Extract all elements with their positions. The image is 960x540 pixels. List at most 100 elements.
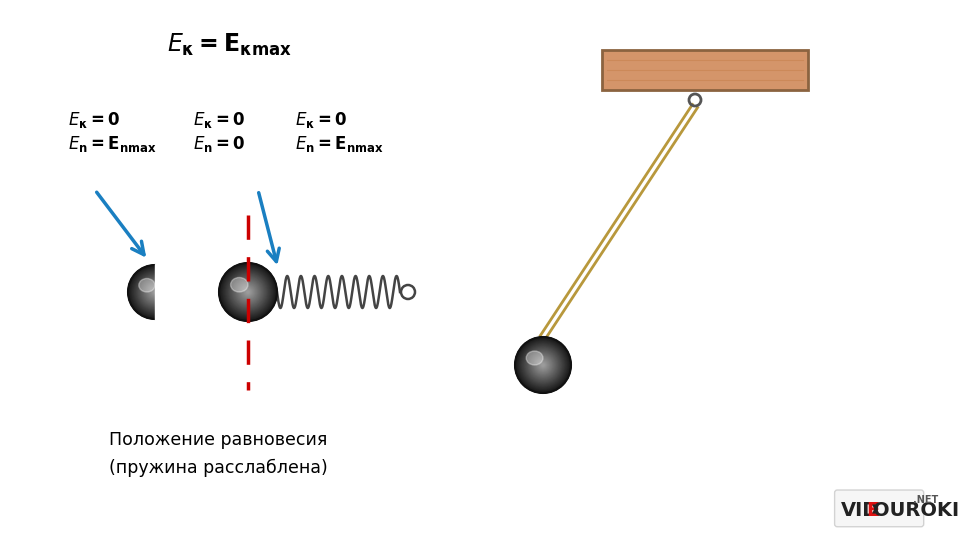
- Ellipse shape: [520, 342, 565, 387]
- Ellipse shape: [152, 288, 158, 295]
- Text: Положение равновесия: Положение равновесия: [108, 431, 327, 449]
- Ellipse shape: [542, 364, 544, 366]
- Text: OUROKI: OUROKI: [874, 501, 960, 519]
- Ellipse shape: [132, 269, 178, 314]
- Ellipse shape: [133, 271, 177, 314]
- Ellipse shape: [538, 360, 548, 370]
- Ellipse shape: [139, 279, 155, 292]
- Bar: [155, 264, 184, 320]
- Ellipse shape: [228, 272, 268, 312]
- Ellipse shape: [219, 263, 277, 321]
- Ellipse shape: [223, 267, 274, 317]
- Ellipse shape: [149, 286, 161, 298]
- Ellipse shape: [227, 271, 269, 313]
- Ellipse shape: [131, 268, 180, 316]
- Ellipse shape: [243, 287, 252, 297]
- Ellipse shape: [228, 273, 267, 312]
- Ellipse shape: [244, 288, 252, 296]
- Ellipse shape: [139, 276, 171, 308]
- Ellipse shape: [519, 342, 566, 388]
- Ellipse shape: [134, 271, 176, 313]
- Ellipse shape: [140, 278, 169, 306]
- Ellipse shape: [233, 278, 262, 307]
- Text: $\mathbf{\mathit{E}_{n}=0}$: $\mathbf{\mathit{E}_{n}=0}$: [193, 134, 246, 154]
- Ellipse shape: [525, 347, 561, 383]
- Ellipse shape: [146, 283, 164, 301]
- Ellipse shape: [237, 281, 258, 302]
- Ellipse shape: [535, 356, 551, 373]
- Ellipse shape: [516, 339, 569, 391]
- Ellipse shape: [240, 284, 255, 300]
- Ellipse shape: [136, 273, 174, 311]
- Ellipse shape: [523, 346, 563, 384]
- Ellipse shape: [132, 268, 179, 315]
- Text: $\mathbf{\mathit{E}_{n}=E_{nmax}}$: $\mathbf{\mathit{E}_{n}=E_{nmax}}$: [68, 134, 156, 154]
- Ellipse shape: [526, 351, 543, 365]
- Ellipse shape: [155, 291, 156, 293]
- Ellipse shape: [522, 345, 564, 386]
- Ellipse shape: [143, 280, 167, 303]
- Ellipse shape: [539, 360, 547, 370]
- Ellipse shape: [527, 349, 559, 381]
- Text: $\mathbf{\mathit{E}_{\kappa}=0}$: $\mathbf{\mathit{E}_{\kappa}=0}$: [295, 110, 348, 130]
- Ellipse shape: [540, 361, 547, 369]
- Ellipse shape: [128, 265, 182, 319]
- Ellipse shape: [528, 350, 558, 380]
- Text: .NET: .NET: [913, 495, 938, 505]
- Ellipse shape: [532, 354, 554, 376]
- Ellipse shape: [531, 353, 555, 377]
- Ellipse shape: [232, 276, 263, 307]
- Text: $\mathbf{\mathit{E}_{\kappa}=0}$: $\mathbf{\mathit{E}_{\kappa}=0}$: [193, 110, 246, 130]
- Ellipse shape: [147, 284, 163, 300]
- Ellipse shape: [239, 284, 256, 301]
- Ellipse shape: [524, 346, 562, 383]
- Ellipse shape: [148, 285, 162, 299]
- Ellipse shape: [534, 356, 552, 374]
- Ellipse shape: [229, 274, 266, 310]
- Ellipse shape: [246, 290, 250, 294]
- FancyBboxPatch shape: [834, 490, 924, 526]
- Text: E: E: [866, 501, 879, 519]
- Text: $\mathbf{\mathit{E}_{\kappa}=0}$: $\mathbf{\mathit{E}_{\kappa}=0}$: [68, 110, 120, 130]
- Ellipse shape: [145, 282, 165, 302]
- Ellipse shape: [238, 282, 257, 302]
- Ellipse shape: [540, 362, 546, 368]
- Ellipse shape: [541, 363, 545, 367]
- Ellipse shape: [517, 340, 568, 390]
- Ellipse shape: [130, 267, 180, 317]
- Ellipse shape: [221, 265, 276, 319]
- Ellipse shape: [140, 276, 170, 307]
- Ellipse shape: [222, 266, 275, 318]
- Ellipse shape: [154, 290, 156, 294]
- Ellipse shape: [225, 269, 271, 315]
- Ellipse shape: [153, 289, 157, 295]
- Ellipse shape: [138, 275, 172, 309]
- Ellipse shape: [245, 289, 251, 295]
- Ellipse shape: [247, 291, 249, 293]
- Ellipse shape: [530, 352, 556, 378]
- Text: $\mathbf{\mathit{E}_{n}=E_{nmax}}$: $\mathbf{\mathit{E}_{n}=E_{nmax}}$: [295, 134, 384, 154]
- Ellipse shape: [224, 268, 273, 316]
- Ellipse shape: [142, 279, 168, 305]
- Ellipse shape: [220, 264, 276, 320]
- Ellipse shape: [129, 266, 181, 318]
- Ellipse shape: [241, 285, 254, 299]
- Ellipse shape: [226, 270, 270, 314]
- Ellipse shape: [235, 279, 260, 305]
- Ellipse shape: [231, 275, 264, 308]
- Ellipse shape: [533, 355, 553, 375]
- Ellipse shape: [521, 343, 564, 387]
- Ellipse shape: [536, 357, 550, 373]
- Text: $\mathbf{\mathit{E}_{\kappa}=E_{\kappa max}}$: $\mathbf{\mathit{E}_{\kappa}=E_{\kappa m…: [167, 32, 293, 58]
- Ellipse shape: [236, 280, 259, 303]
- Ellipse shape: [151, 287, 159, 296]
- Bar: [602, 50, 808, 90]
- Ellipse shape: [242, 286, 253, 298]
- Ellipse shape: [537, 359, 549, 372]
- Ellipse shape: [230, 278, 248, 292]
- Ellipse shape: [141, 279, 169, 306]
- Ellipse shape: [526, 348, 560, 382]
- Ellipse shape: [515, 337, 571, 393]
- Ellipse shape: [516, 338, 570, 392]
- Ellipse shape: [137, 274, 173, 310]
